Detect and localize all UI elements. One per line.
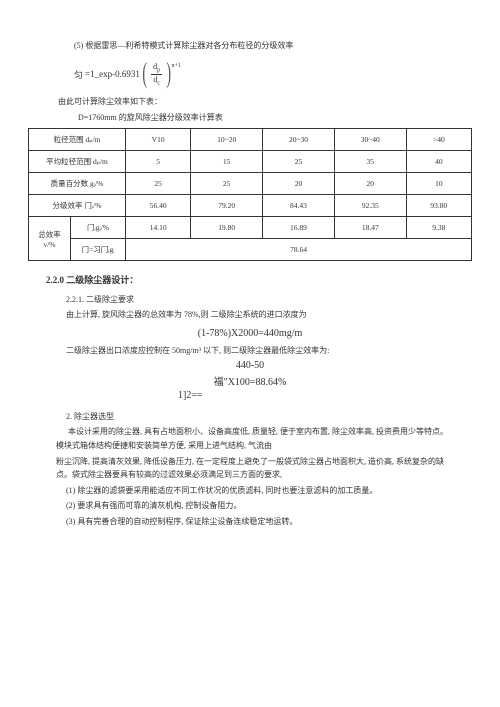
formula-block: 匀 =1_exp-0.6931 ( dp dc ) n+1 — [74, 60, 472, 88]
cell: 93.80 — [406, 195, 471, 217]
cell: 35 — [334, 151, 406, 173]
row-head-0: 平均粒径范围 dₚ/m — [29, 151, 126, 173]
cell: 9.38 — [406, 217, 471, 239]
sub-row1-head: 门ᵢgᵢ/% — [71, 217, 126, 239]
cell: 79.20 — [191, 195, 263, 217]
formula-lhs: =1_exp-0.6931 — [85, 69, 140, 79]
table-row: 门=习门ᵢgᵢ 78.64 — [29, 239, 472, 261]
th-4: 30~40 — [334, 129, 406, 151]
formula-2c: 1]2== — [28, 390, 472, 401]
efficiency-table: 粒径范围 dₚ/m V10 10~20 20~30 30~40 >40 平均粒径… — [28, 128, 472, 261]
list-item-2: (2) 要求具有强而可靠的清灰机构, 控制设备阻力。 — [66, 499, 454, 513]
table-row: 总效率 v/% 门ᵢgᵢ/% 14.10 19.80 16.89 18.47 9… — [29, 217, 472, 239]
cell: 16.89 — [263, 217, 335, 239]
formula-2b: 福"X100=88.64% — [28, 373, 472, 388]
th-5: >40 — [406, 129, 471, 151]
cell: 14.10 — [126, 217, 191, 239]
cell: 19.80 — [191, 217, 263, 239]
cell: 10 — [406, 173, 471, 195]
intro-line-5: (5) 根据雷思—利希特模式计算除尘器对各分布粒径的分级效率 — [28, 40, 472, 52]
sub-2-2-1: 2.2.1. 二级除尘要求 — [66, 294, 472, 305]
cell: 25 — [263, 151, 335, 173]
calc-note: 由此可计算除尘效率如下表： — [28, 96, 472, 108]
cell: 20 — [334, 173, 406, 195]
cell: 18.47 — [334, 217, 406, 239]
fraction: dp dc — [151, 62, 162, 86]
sub-2-title: 2. 除尘器选型 — [66, 411, 472, 424]
table-row: 平均粒径范围 dₚ/m 5 15 25 35 40 — [29, 151, 472, 173]
bracket-right: ) — [167, 60, 172, 88]
cell: 84.43 — [263, 195, 335, 217]
total-eff-label: 总效率 v/% — [29, 217, 71, 261]
cell: 5 — [126, 151, 191, 173]
table-row: 质量百分数 gᵢ/% 25 25 20 20 10 — [29, 173, 472, 195]
cell: 56.40 — [126, 195, 191, 217]
th-1: V10 — [126, 129, 191, 151]
cell: 25 — [191, 173, 263, 195]
section-2-2-0-title: 2.2.0 二级除尘器设计： — [46, 273, 472, 286]
table-caption: D=1760mm 的旋风除尘器分级效率计算表 — [28, 112, 472, 124]
body-2: 二级除尘器出口浓度应控制在 50mg/m³ 以下, 则二级除尘器最低除尘效率为: — [66, 345, 472, 358]
table-row: 分级效率 门ᵢ/% 56.40 79.20 84.43 92.35 93.80 — [29, 195, 472, 217]
formula-equals: 匀 — [74, 68, 83, 81]
list-item-3: (3) 具有完善合理的自动控制程序, 保证除尘设备连续稳定地运转。 — [66, 515, 454, 529]
row-head-2: 分级效率 门ᵢ/% — [29, 195, 126, 217]
row-head-1: 质量百分数 gᵢ/% — [29, 173, 126, 195]
list-item-1: (1) 除尘器的滤袋要采用能适应不同工作状况的优质滤料, 同时也要注意滤料的加工… — [66, 484, 454, 498]
cell: 25 — [126, 173, 191, 195]
cell: 92.35 — [334, 195, 406, 217]
sub-row2-head: 门=习门ᵢgᵢ — [71, 239, 126, 261]
paragraph-1: 本设计采用的除尘器, 具有占地面积小、设备高度低, 质量轻, 便于室内布置, 除… — [56, 425, 454, 452]
exponent: n+1 — [172, 63, 181, 69]
total-value: 78.64 — [126, 239, 472, 261]
formula-concentration: (1-78%)X2000=440mg/m — [28, 328, 472, 339]
bracket-left: ( — [142, 60, 147, 88]
cell: 20 — [263, 173, 335, 195]
th-0: 粒径范围 dₚ/m — [29, 129, 126, 151]
paragraph-2: 粉尘沉降, 提高清灰效果, 降低设备压力, 在一定程度上避免了一般袋式除尘器占地… — [56, 455, 454, 482]
th-2: 10~20 — [191, 129, 263, 151]
table-header-row: 粒径范围 dₚ/m V10 10~20 20~30 30~40 >40 — [29, 129, 472, 151]
th-3: 20~30 — [263, 129, 335, 151]
formula-2a: 440-50 — [28, 360, 472, 371]
cell: 15 — [191, 151, 263, 173]
cell: 40 — [406, 151, 471, 173]
body-1: 由上计算, 旋风除尘器的总效率为 78%,则 二级除尘系统的进口浓度为 — [66, 309, 472, 322]
